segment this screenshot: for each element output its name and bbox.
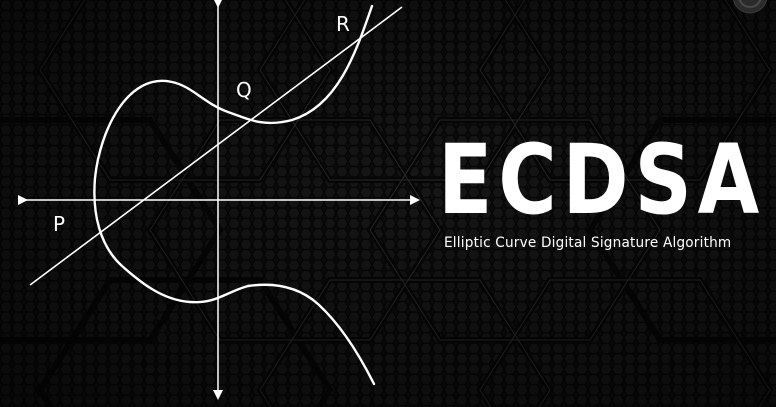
elliptic-curve-lower (248, 285, 374, 384)
page-subtitle: Elliptic Curve Digital Signature Algorit… (444, 234, 731, 252)
point-r-label: R (336, 14, 350, 34)
elliptic-curve-upper (94, 6, 372, 302)
corner-logo-icon (728, 0, 768, 14)
secant-line (30, 7, 402, 285)
point-p-label: P (53, 214, 66, 234)
page-title: ECDSA (438, 130, 712, 230)
point-q-label: Q (236, 80, 252, 100)
